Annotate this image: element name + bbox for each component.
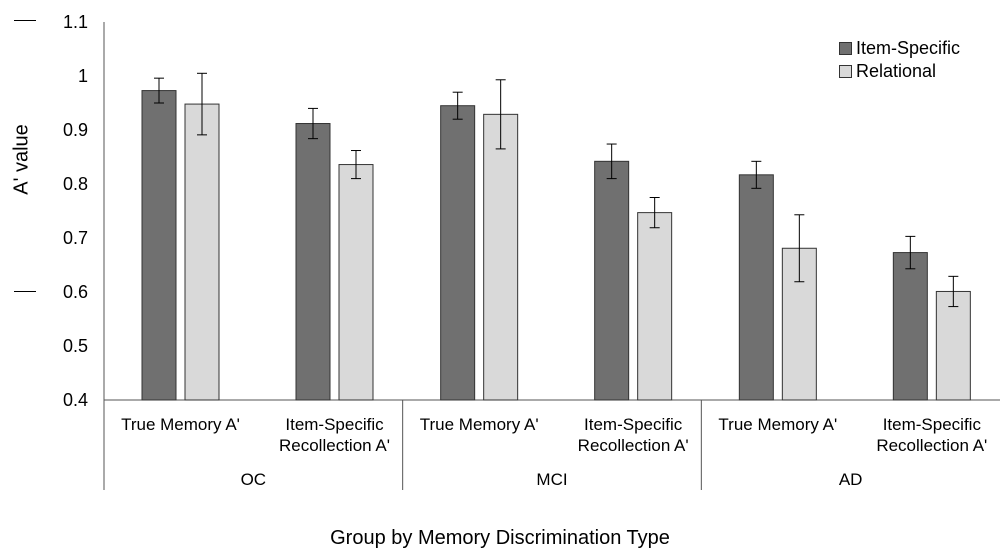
y-tick-label: 0.7 <box>63 228 88 248</box>
bar-relational <box>184 103 220 401</box>
y-axis-title-lines <box>14 20 36 292</box>
x-category-label: Item-Specific Recollection A' <box>279 415 390 455</box>
x-category-label: Item-Specific Recollection A' <box>876 415 987 455</box>
legend-item-relational: Relational <box>839 60 960 83</box>
bar-item-specific <box>594 160 630 401</box>
y-axis-title-bracket: A' value <box>0 20 40 292</box>
y-tick-label: 0.4 <box>63 390 88 410</box>
bar-relational <box>935 290 971 401</box>
y-tick-label: 0.5 <box>63 336 88 356</box>
y-axis-title: A' value <box>10 124 33 195</box>
bar-item-specific <box>295 123 331 401</box>
bar-relational <box>637 212 673 401</box>
y-tick-label: 1.1 <box>63 12 88 32</box>
legend-item-item-specific: Item-Specific <box>839 37 960 60</box>
bar-item-specific <box>738 174 774 401</box>
bar-relational <box>483 113 519 401</box>
bar-item-specific <box>141 90 177 401</box>
x-group-label: MCI <box>536 470 567 489</box>
x-category-label: True Memory A' <box>718 415 837 434</box>
bar-item-specific <box>440 105 476 401</box>
x-category-label: True Memory A' <box>420 415 539 434</box>
x-group-label: OC <box>241 470 267 489</box>
legend-swatch-item-specific <box>839 42 852 55</box>
x-axis-title: Group by Memory Discrimination Type <box>330 527 670 549</box>
y-tick-label: 0.9 <box>63 120 88 140</box>
y-tick-label: 0.8 <box>63 174 88 194</box>
y-tick-label: 1 <box>78 66 88 86</box>
x-category-label: True Memory A' <box>121 415 240 434</box>
bar-item-specific <box>892 252 928 401</box>
legend-label-item-specific: Item-Specific <box>856 38 961 58</box>
x-category-label: Item-Specific Recollection A' <box>578 415 689 455</box>
legend-label-relational: Relational <box>856 61 937 81</box>
bar-relational <box>338 164 374 401</box>
x-group-label: AD <box>839 470 863 489</box>
legend: Item-Specific Relational <box>838 36 961 84</box>
y-tick-label: 0.6 <box>63 282 88 302</box>
legend-swatch-relational <box>839 65 852 78</box>
